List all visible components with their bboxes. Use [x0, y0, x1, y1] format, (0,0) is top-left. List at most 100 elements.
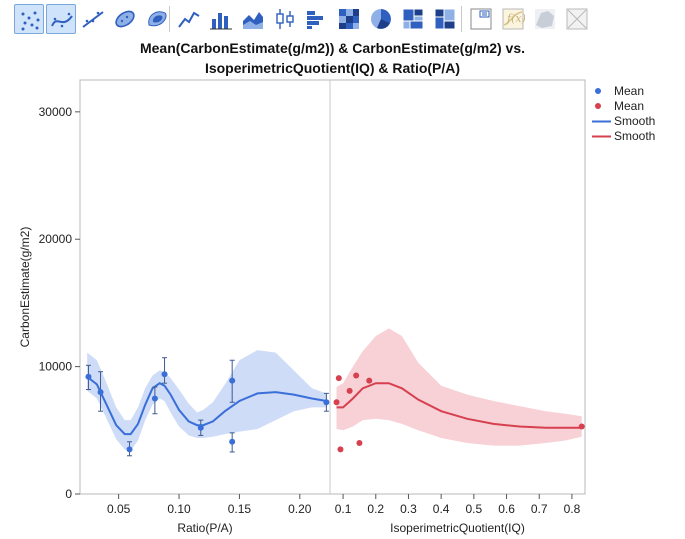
smooth-line — [86, 376, 327, 436]
smooth-line — [336, 382, 582, 429]
mean-point — [346, 387, 353, 394]
line-of-fit-button[interactable] — [78, 4, 108, 34]
y-tick-label: 20000 — [39, 232, 73, 246]
contour-button[interactable] — [142, 4, 172, 34]
bar-icon — [210, 13, 232, 30]
legend-item-mean-blue[interactable]: Mean — [592, 84, 684, 99]
mean-point — [229, 438, 236, 445]
legend-marker-red — [595, 103, 601, 109]
legend-marker-blue — [595, 88, 601, 94]
x-axis-label: Ratio(P/A) — [177, 521, 232, 535]
smoother-icon — [51, 12, 73, 28]
line-icon — [178, 11, 200, 28]
mean-point — [356, 440, 363, 447]
map-shape-icon — [535, 9, 555, 29]
formula-button[interactable]: f(x) — [498, 4, 528, 34]
error-bar — [162, 357, 168, 384]
box-plot-button[interactable] — [270, 4, 300, 34]
pie-icon — [371, 9, 391, 29]
formula-icon: f(x) — [502, 8, 525, 30]
confidence-band — [336, 328, 582, 446]
box-plot-icon — [276, 9, 294, 29]
histogram-button[interactable] — [302, 4, 332, 34]
area-icon — [243, 12, 263, 29]
mean-point — [161, 371, 168, 378]
legend-item-mean-red[interactable]: Mean — [592, 99, 684, 114]
mean-point — [578, 423, 585, 430]
treemap-icon — [402, 8, 424, 30]
mean-point — [85, 373, 92, 380]
x-axis-label: IsoperimetricQuotient(IQ) — [390, 521, 525, 535]
x-tick-label: 0.15 — [228, 502, 252, 516]
svg-text:f(x): f(x) — [506, 12, 525, 25]
treemap-button[interactable] — [398, 4, 428, 34]
mean-point — [335, 375, 342, 382]
chart-title: Mean(CarbonEstimate(g/m2)) & CarbonEstim… — [60, 38, 605, 78]
mosaic-button[interactable] — [430, 4, 460, 34]
x-tick-label: 0.3 — [400, 502, 417, 516]
x-tick-label: 0.7 — [531, 502, 548, 516]
x-tick-label: 0.5 — [466, 502, 483, 516]
contour-icon — [148, 11, 167, 27]
legend-label: Smooth — [614, 129, 656, 143]
smoother-button[interactable] — [46, 4, 76, 34]
legend-line-blue — [592, 120, 611, 123]
ellipse-icon — [115, 10, 135, 28]
mean-point — [126, 446, 133, 453]
toolbar-separator — [461, 6, 462, 32]
caption-box-icon — [470, 8, 492, 30]
histogram-icon — [307, 11, 323, 29]
toolbar-separator — [169, 6, 170, 32]
mean-point — [366, 377, 373, 384]
legend-item-smooth-blue[interactable]: Smooth — [592, 114, 684, 129]
legend-line-red — [592, 135, 611, 138]
disabled-cross-button[interactable] — [562, 4, 592, 34]
legend: Mean Mean Smooth Smooth — [592, 84, 684, 144]
panel-2: 0.1 0.2 0.3 0.4 0.5 0.6 0.7 0.8 IsoperimetricQuo… — [333, 328, 585, 535]
area-button[interactable] — [238, 4, 268, 34]
x-tick-label: 0.6 — [498, 502, 515, 516]
mean-point — [333, 399, 340, 406]
y-tick-label: 10000 — [39, 360, 73, 374]
x-tick-label: 0.10 — [167, 502, 191, 516]
legend-label: Mean — [614, 84, 645, 98]
mean-point — [197, 424, 204, 431]
x-tick-label: 0.20 — [288, 502, 312, 516]
points-icon — [21, 11, 40, 31]
mean-point — [323, 399, 330, 406]
y-axis-label: CarbonEstimate(g/m2) — [18, 227, 32, 348]
caption-box-button[interactable] — [466, 4, 496, 34]
heatmap-button[interactable] — [334, 4, 364, 34]
disabled-cross-icon — [566, 8, 588, 30]
mean-point — [353, 372, 360, 379]
confidence-band — [87, 350, 327, 451]
heatmap-icon — [339, 9, 359, 29]
x-tick-label: 0.4 — [433, 502, 450, 516]
mean-point — [337, 446, 344, 453]
line-button[interactable] — [174, 4, 204, 34]
y-tick-label: 0 — [65, 487, 72, 501]
points-button[interactable] — [14, 4, 44, 34]
legend-label: Smooth — [614, 114, 656, 128]
bar-button[interactable] — [206, 4, 236, 34]
mean-point — [97, 389, 104, 396]
pie-button[interactable] — [366, 4, 396, 34]
graph-builder-toolbar: f(x) — [0, 0, 685, 40]
chart-title-line-2: IsoperimetricQuotient(IQ) & Ratio(P/A) — [204, 60, 461, 76]
x-tick-label: 0.2 — [367, 502, 384, 516]
panel-1: 0.05 0.10 0.15 0.20 Ratio(P/A) — [85, 350, 330, 535]
map-shape-button[interactable] — [530, 4, 560, 34]
chart-title-line-1: Mean(CarbonEstimate(g/m2)) & CarbonEstim… — [139, 40, 526, 56]
mean-point — [229, 377, 236, 384]
ellipse-button[interactable] — [110, 4, 140, 34]
legend-label: Mean — [614, 99, 645, 113]
mosaic-icon — [434, 8, 456, 30]
mean-point — [151, 395, 158, 402]
y-tick-label: 30000 — [39, 105, 73, 119]
x-tick-label: 0.05 — [107, 502, 131, 516]
x-tick-label: 0.1 — [335, 502, 352, 516]
x-tick-label: 0.8 — [564, 502, 581, 516]
legend-item-smooth-red[interactable]: Smooth — [592, 129, 684, 144]
line-of-fit-icon — [82, 11, 104, 28]
